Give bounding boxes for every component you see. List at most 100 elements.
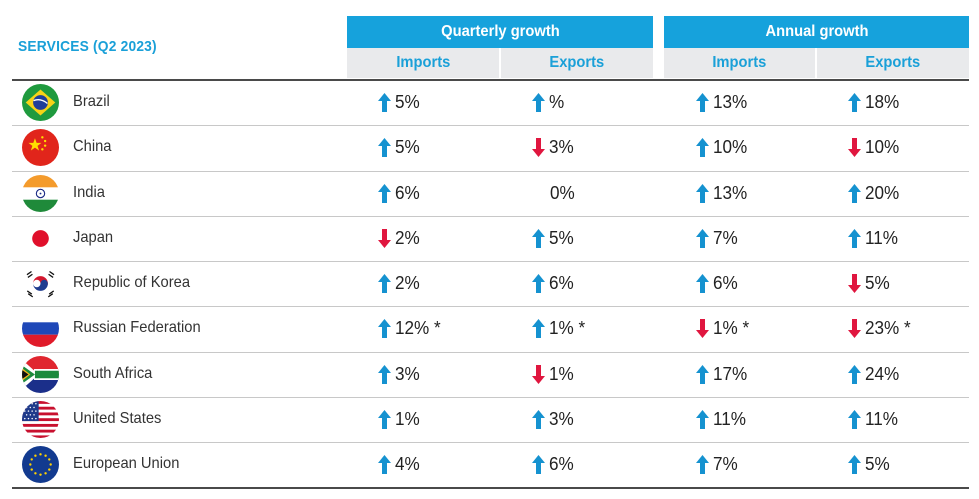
brazil-flag-icon — [22, 84, 59, 121]
growth-value: 6% — [549, 273, 574, 293]
row-divider — [12, 79, 969, 81]
table-row: Japan 2% 5% 7% 11% — [12, 216, 969, 261]
q-exports-cell: 6% — [532, 442, 575, 487]
usa-flag-icon — [22, 400, 59, 438]
up-arrow-icon — [696, 274, 709, 293]
growth-value: 0% — [550, 182, 575, 203]
table-row: Republic of Korea 2% 6% 6% 5% — [12, 261, 969, 306]
q-imports-cell: 5% — [378, 80, 421, 125]
a-imports-cell: 13% — [696, 80, 749, 125]
country-name: China — [73, 138, 112, 156]
growth-value: 18% — [865, 92, 900, 112]
growth-value: 10% — [865, 137, 900, 158]
eu-flag-icon — [22, 446, 59, 483]
down-arrow-icon — [848, 319, 861, 339]
growth-value: 20% — [865, 182, 900, 203]
row-divider — [12, 306, 969, 308]
up-arrow-icon — [848, 228, 861, 248]
up-arrow-icon — [848, 183, 861, 203]
table-title: SERVICES (Q2 2023) — [18, 38, 157, 55]
q-imports-cell: 6% — [378, 171, 421, 216]
up-arrow-icon — [378, 364, 391, 384]
country-name: United States — [73, 409, 162, 427]
down-arrow-icon — [532, 138, 545, 158]
country-name: Brazil — [73, 93, 110, 110]
up-arrow-icon — [378, 409, 391, 429]
up-arrow-icon — [848, 455, 861, 474]
q-exports-cell: % — [532, 80, 565, 125]
q-exports-cell: 1% — [532, 352, 575, 397]
a-exports-cell: 20% — [848, 171, 901, 216]
q-exports-cell: 6% — [532, 261, 575, 306]
down-arrow-icon — [696, 319, 709, 339]
growth-value: 11% — [713, 408, 746, 429]
row-divider — [12, 125, 969, 127]
country-name: India — [73, 183, 105, 201]
up-arrow-icon — [378, 274, 391, 293]
growth-value: 1% * — [713, 318, 750, 339]
up-arrow-icon — [378, 455, 391, 474]
country-name: South Africa — [73, 364, 153, 382]
q-imports-cell: 4% — [378, 442, 421, 487]
growth-value: 17% — [713, 363, 748, 384]
up-arrow-icon — [696, 228, 709, 248]
growth-value: 10% — [713, 137, 748, 158]
q-exports-cell: 0% — [550, 171, 576, 216]
south-africa-flag-icon — [22, 355, 59, 393]
q-imports-cell: 2% — [378, 216, 421, 261]
quarterly-exports-header: Exports — [501, 48, 653, 78]
a-exports-cell: 23% * — [848, 306, 913, 351]
row-divider — [12, 215, 969, 217]
up-arrow-icon — [532, 319, 545, 339]
a-exports-cell: 11% — [848, 216, 900, 261]
up-arrow-icon — [696, 93, 709, 112]
table-row: Russian Federation 12% * 1% * 1% * 23% * — [12, 306, 969, 351]
annual-imports-header: Imports — [664, 48, 815, 78]
up-arrow-icon — [696, 183, 709, 203]
q-exports-cell: 5% — [532, 216, 575, 261]
growth-value: 7% — [713, 227, 738, 248]
up-arrow-icon — [532, 455, 545, 474]
q-imports-cell: 2% — [378, 261, 421, 306]
a-imports-cell: 10% — [696, 125, 749, 170]
country-name: Republic of Korea — [73, 274, 191, 291]
up-arrow-icon — [848, 93, 861, 112]
growth-value: 5% — [395, 137, 420, 158]
country-name: Japan — [73, 228, 114, 246]
up-arrow-icon — [378, 93, 391, 112]
up-arrow-icon — [848, 364, 861, 384]
up-arrow-icon — [696, 409, 709, 429]
down-arrow-icon — [532, 364, 545, 384]
row-divider — [12, 396, 969, 398]
a-imports-cell: 11% — [696, 397, 748, 442]
quarterly-imports-header: Imports — [347, 48, 499, 78]
a-imports-cell: 7% — [696, 216, 739, 261]
country-name: European Union — [73, 455, 180, 472]
row-divider — [12, 261, 969, 262]
row-divider — [12, 442, 969, 443]
growth-value: 7% — [713, 454, 738, 474]
up-arrow-icon — [696, 138, 709, 158]
growth-value: 1% * — [549, 318, 586, 339]
q-imports-cell: 3% — [378, 352, 421, 397]
japan-flag-icon — [22, 219, 59, 257]
growth-value: 6% — [395, 182, 420, 203]
growth-value: 13% — [713, 182, 748, 203]
a-exports-cell: 5% — [848, 261, 891, 306]
growth-value: 1% — [549, 363, 574, 384]
a-imports-cell: 6% — [696, 261, 739, 306]
growth-value: 2% — [395, 273, 420, 293]
growth-value: 11% — [865, 408, 898, 429]
quarterly-growth-header: Quarterly growth — [347, 16, 653, 48]
china-flag-icon — [22, 129, 59, 167]
row-divider — [12, 170, 969, 172]
q-imports-cell: 5% — [378, 125, 421, 170]
q-imports-cell: 1% — [378, 397, 421, 442]
growth-value: 13% — [713, 92, 748, 112]
growth-value: 3% — [549, 408, 574, 429]
table-row: South Africa 3% 1% 17% 24% — [12, 352, 969, 397]
growth-value: 12% * — [395, 318, 441, 339]
growth-value: 5% — [865, 454, 890, 474]
table-row: China 5% 3% 10% 10% — [12, 125, 969, 170]
growth-value: 3% — [395, 363, 420, 384]
